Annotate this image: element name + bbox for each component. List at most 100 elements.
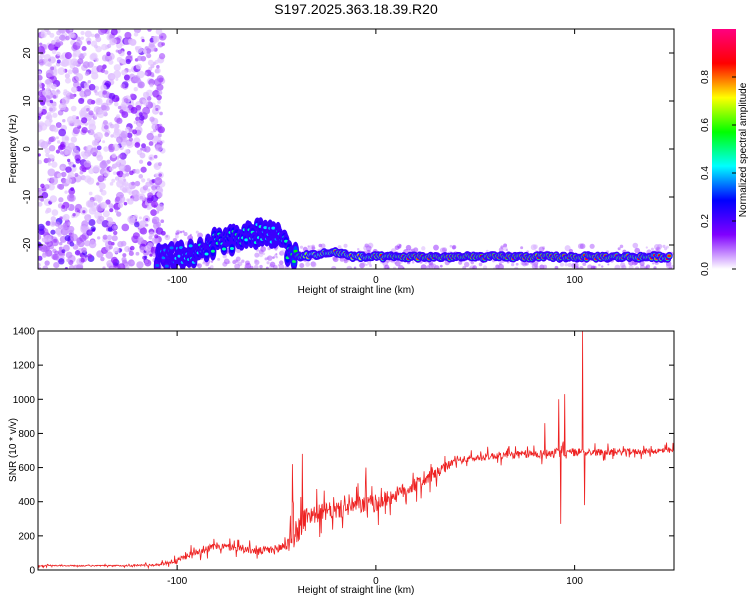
- noise-blob: [343, 259, 348, 264]
- noise-blob: [140, 166, 147, 173]
- noise-blob: [82, 210, 86, 214]
- noise-blob: [249, 265, 254, 269]
- noise-blob: [496, 264, 501, 269]
- noise-blob: [59, 216, 63, 220]
- noise-blob: [46, 157, 52, 163]
- noise-blob: [153, 154, 158, 159]
- noise-blob: [310, 261, 317, 268]
- noise-blob: [662, 244, 666, 248]
- noise-blob: [61, 204, 66, 209]
- noise-blob: [68, 31, 75, 39]
- y-tick-label: 400: [18, 497, 35, 508]
- noise-blob: [119, 185, 125, 191]
- noise-blob: [564, 245, 571, 252]
- noise-blob: [175, 232, 178, 236]
- noise-blob: [44, 184, 50, 190]
- noise-blob: [117, 49, 122, 54]
- noise-blob: [100, 189, 107, 196]
- noise-blob: [64, 77, 71, 84]
- noise-blob: [128, 250, 134, 256]
- noise-blob: [137, 236, 144, 243]
- noise-blob: [83, 82, 89, 88]
- noise-blob: [105, 98, 113, 106]
- noise-blob: [82, 152, 89, 160]
- noise-blob: [105, 199, 111, 205]
- noise-blob: [158, 162, 162, 167]
- noise-blob: [646, 264, 651, 269]
- noise-blob: [182, 230, 185, 233]
- noise-blob: [54, 221, 61, 227]
- noise-blob: [40, 108, 47, 115]
- noise-blob: [514, 266, 519, 269]
- noise-blob: [542, 264, 548, 269]
- noise-blob: [397, 264, 404, 269]
- noise-blob: [70, 187, 75, 191]
- noise-blob: [346, 265, 353, 269]
- noise-blob: [45, 220, 51, 226]
- noise-blob: [598, 263, 601, 267]
- noise-blob: [161, 42, 165, 46]
- noise-blob: [72, 244, 79, 250]
- noise-blob: [106, 51, 111, 57]
- spectrogram-heatmap: [38, 29, 674, 269]
- x-tick-label: 100: [566, 275, 583, 286]
- noise-blob: [51, 161, 58, 168]
- y-tick-label: 800: [18, 429, 35, 440]
- noise-blob: [123, 178, 127, 182]
- noise-blob: [108, 92, 116, 100]
- noise-blob: [144, 259, 149, 264]
- noise-blob: [50, 216, 57, 222]
- noise-blob: [123, 201, 128, 206]
- noise-blob: [123, 74, 130, 81]
- colorbar-tick-label: 0.4: [700, 166, 711, 180]
- noise-blob: [66, 116, 75, 124]
- spectrogram-x-axis: -100 0 100: [167, 29, 583, 286]
- noise-blob: [44, 29, 50, 32]
- noise-blob: [137, 122, 142, 127]
- noise-blob: [38, 153, 41, 157]
- noise-blob: [567, 262, 572, 268]
- y-tick-label: 200: [18, 531, 35, 542]
- spectrogram-y-label: Frequency (Hz): [8, 115, 19, 184]
- noise-blob: [151, 216, 160, 225]
- noise-blob: [41, 252, 47, 258]
- noise-blob: [420, 264, 427, 269]
- noise-blob: [395, 260, 401, 267]
- noise-blob: [665, 263, 671, 269]
- noise-blob: [405, 244, 412, 251]
- noise-blob: [97, 111, 105, 119]
- noise-blob: [157, 133, 162, 138]
- noise-blob: [38, 48, 46, 55]
- noise-blob: [81, 117, 88, 124]
- noise-blob: [38, 106, 43, 114]
- noise-blob: [153, 135, 160, 142]
- noise-blob: [63, 149, 69, 156]
- y-tick-label: 0: [29, 566, 35, 577]
- noise-blob: [65, 35, 70, 41]
- noise-blob: [56, 122, 62, 128]
- noise-blob: [38, 124, 43, 133]
- noise-blob: [57, 110, 64, 116]
- noise-blob: [369, 264, 372, 268]
- noise-blob: [121, 69, 128, 76]
- noise-blob: [620, 262, 626, 268]
- noise-blob: [138, 216, 142, 220]
- signal-core: [204, 252, 209, 256]
- noise-blob: [124, 245, 131, 253]
- noise-blob: [70, 233, 78, 242]
- noise-blob: [81, 247, 87, 253]
- snr-y-label: SNR (10 * v/v): [8, 418, 19, 482]
- noise-blob: [38, 266, 42, 269]
- noise-blob: [79, 165, 86, 172]
- noise-blob: [144, 255, 148, 259]
- y-tick-label: 10: [22, 95, 33, 107]
- noise-blob: [84, 71, 90, 76]
- noise-blob: [650, 247, 654, 251]
- signal-core: [293, 249, 298, 253]
- noise-blob: [134, 180, 141, 187]
- noise-blob: [80, 225, 89, 234]
- noise-blob: [70, 136, 77, 143]
- noise-blob: [149, 156, 153, 160]
- y-tick-label: -10: [22, 189, 33, 204]
- noise-blob: [505, 249, 509, 252]
